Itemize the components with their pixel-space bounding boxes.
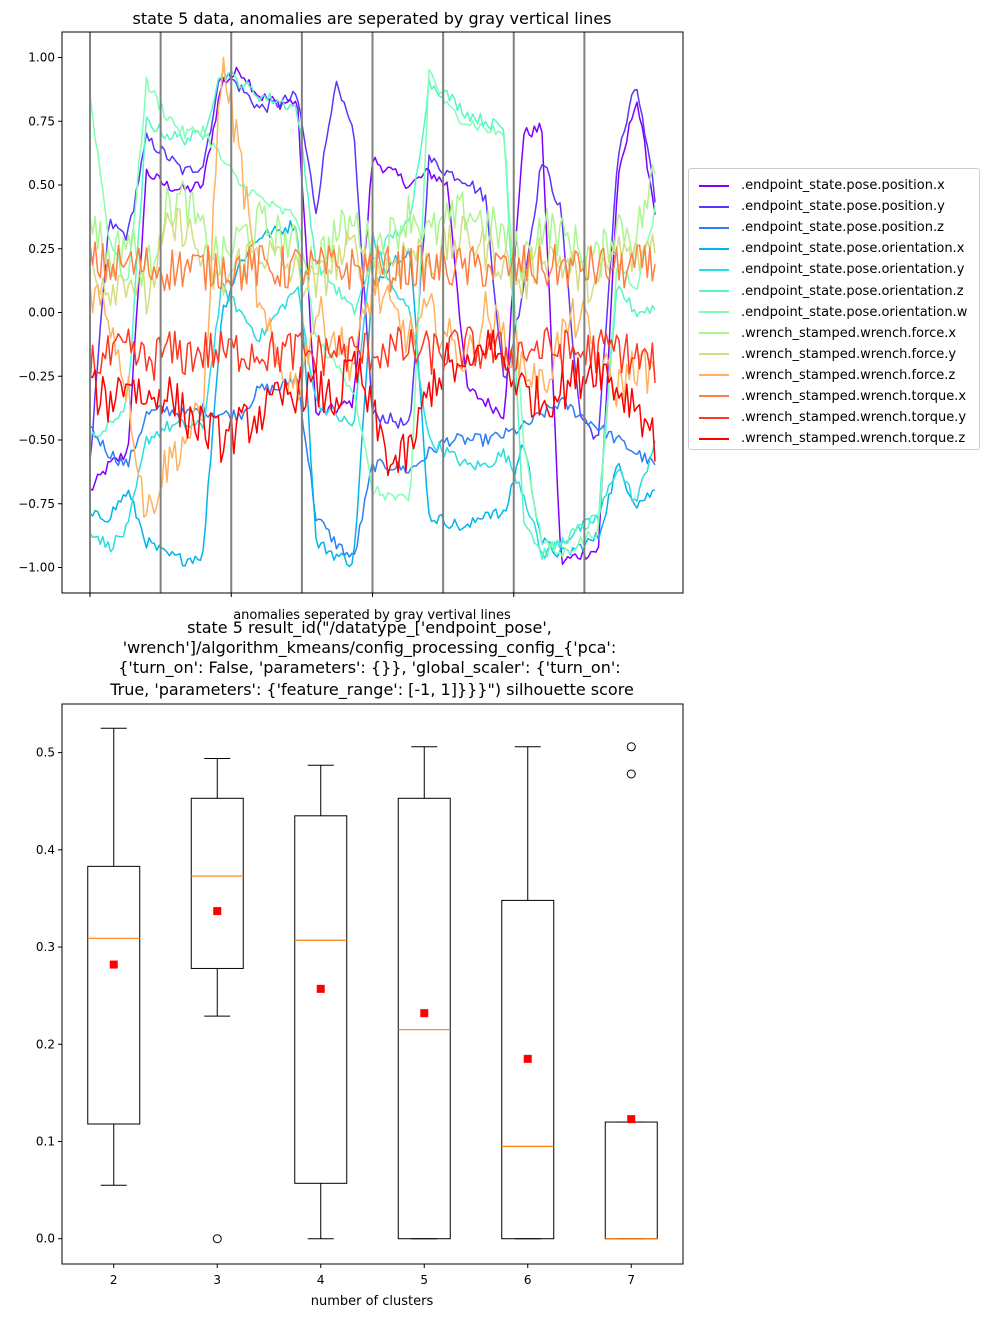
y-tick-label: 0.00 (28, 306, 55, 320)
legend-label: .endpoint_state.pose.orientation.z (741, 283, 964, 299)
box-plot-title-line: 'wrench']/algorithm_kmeans/config_proces… (123, 638, 617, 658)
mean-marker (420, 1009, 429, 1018)
box-plot: state 5 result_id("/datatype_['endpoint_… (36, 618, 684, 1309)
box-iqr (190, 797, 244, 969)
legend-entry: .wrench_stamped.wrench.torque.x (697, 386, 971, 407)
line-chart-x-label: anomalies seperated by gray vertival lin… (233, 608, 511, 623)
mean-marker (627, 1115, 636, 1124)
legend-swatch (699, 332, 729, 335)
box-plot-x-axis: 2 3 4 5 6 7 (110, 1264, 635, 1287)
legend-label: .wrench_stamped.wrench.force.z (741, 367, 956, 383)
legend-label: .endpoint_state.pose.orientation.x (741, 241, 965, 257)
legend-label: .wrench_stamped.wrench.torque.y (741, 410, 967, 426)
legend-label: .endpoint_state.pose.orientation.w (741, 304, 968, 320)
legend-entry: .wrench_stamped.wrench.torque.y (697, 407, 971, 428)
legend-entry: .wrench_stamped.wrench.force.x (697, 323, 971, 344)
x-tick-label: 2 (110, 1273, 118, 1287)
y-tick-label: −0.50 (18, 433, 55, 447)
y-tick-label: 0.50 (28, 178, 55, 192)
box-group (294, 764, 348, 1240)
legend-swatch (699, 374, 729, 377)
legend-entry: .wrench_stamped.wrench.force.z (697, 365, 971, 386)
legend-label: .wrench_stamped.wrench.force.x (741, 325, 957, 341)
legend-swatch (699, 437, 729, 440)
y-tick-label: 0.4 (36, 843, 55, 857)
y-tick-label: −0.75 (18, 497, 55, 511)
legend-label: .endpoint_state.pose.position.z (741, 220, 944, 236)
legend-label: .wrench_stamped.wrench.force.y (741, 346, 957, 362)
legend-swatch (699, 205, 729, 208)
outlier-point (626, 769, 636, 779)
box-plot-frame (61, 703, 684, 1265)
box-plot-title-line: {'turn_on': False, 'parameters': {}}, 'g… (118, 658, 620, 678)
legend-swatch (699, 416, 729, 419)
y-tick-label: 0.75 (28, 114, 55, 128)
legend-swatch (699, 353, 729, 356)
box-iqr (294, 815, 348, 1184)
legend-swatch (699, 268, 729, 271)
legend-entry: .wrench_stamped.wrench.force.y (697, 344, 971, 365)
y-tick-label: 0.3 (36, 940, 55, 954)
box-plot-x-label: number of clusters (311, 1294, 434, 1309)
legend-label: .endpoint_state.pose.position.x (741, 178, 945, 194)
mean-marker (523, 1054, 532, 1063)
legend-label: .endpoint_state.pose.orientation.y (741, 262, 965, 278)
x-tick-label: 3 (213, 1273, 221, 1287)
mean-marker (109, 960, 118, 969)
line-chart-legend: .endpoint_state.pose.position.x .endpoint… (688, 168, 980, 450)
y-tick-label: 1.00 (28, 51, 55, 65)
x-tick-label: 4 (317, 1273, 325, 1287)
legend-entry: .wrench_stamped.wrench.torque.z (697, 428, 971, 449)
legend-entry: .endpoint_state.pose.orientation.w (697, 302, 971, 323)
legend-entry: .endpoint_state.pose.orientation.x (697, 238, 971, 259)
legend-entry: .endpoint_state.pose.orientation.z (697, 280, 971, 301)
legend-swatch (699, 395, 729, 398)
legend-swatch (699, 290, 729, 293)
box-plot-boxes (87, 727, 658, 1244)
y-tick-label: 0.5 (36, 746, 55, 760)
legend-entry: .endpoint_state.pose.position.z (697, 217, 971, 238)
y-tick-label: 0.25 (28, 242, 55, 256)
box-plot-y-axis: 0.0 0.1 0.2 0.3 0.4 0.5 (36, 746, 62, 1246)
box-group (87, 727, 141, 1186)
outlier-point (212, 1234, 222, 1244)
legend-entry: .endpoint_state.pose.orientation.y (697, 259, 971, 280)
x-tick-label: 6 (524, 1273, 532, 1287)
box-iqr (501, 899, 555, 1240)
box-plot-title: state 5 result_id("/datatype_['endpoint_… (109, 618, 634, 700)
x-tick-label: 5 (420, 1273, 428, 1287)
legend-swatch (699, 184, 729, 187)
legend-swatch (699, 311, 729, 314)
y-tick-label: 0.0 (36, 1232, 55, 1246)
y-tick-label: 0.2 (36, 1037, 55, 1051)
line-chart-y-axis: 1.00 0.75 0.50 0.25 0.00 −0.25 −0.50 −0.75 −1.00 (18, 51, 62, 575)
y-tick-label: −1.00 (18, 561, 55, 575)
line-chart-title: state 5 data, anomalies are seperated by… (132, 9, 611, 28)
box-group (397, 746, 451, 1240)
mean-marker (213, 907, 222, 916)
legend-label: .wrench_stamped.wrench.torque.x (741, 388, 967, 404)
box-plot-title-line: True, 'parameters': {'feature_range': [-… (109, 680, 634, 700)
box-group (604, 742, 658, 1240)
mean-marker (316, 984, 325, 993)
legend-swatch (699, 247, 729, 250)
line-chart-x-axis (89, 593, 515, 597)
legend-entry: .endpoint_state.pose.position.y (697, 196, 971, 217)
outlier-point (626, 742, 636, 752)
box-group (501, 746, 555, 1240)
box-iqr (397, 797, 451, 1240)
box-iqr (87, 865, 141, 1125)
legend-label: .wrench_stamped.wrench.torque.z (741, 431, 966, 447)
x-tick-label: 7 (627, 1273, 635, 1287)
y-tick-label: 0.1 (36, 1135, 55, 1149)
box-plot-title-line: state 5 result_id("/datatype_['endpoint_… (187, 618, 552, 638)
legend-label: .endpoint_state.pose.position.y (741, 199, 945, 215)
line-chart: state 5 data, anomalies are seperated by… (18, 9, 684, 623)
y-tick-label: −0.25 (18, 369, 55, 383)
box-group (190, 757, 244, 1244)
anomaly-separators (89, 32, 586, 593)
legend-entry: .endpoint_state.pose.position.x (697, 175, 971, 196)
legend-swatch (699, 226, 729, 229)
